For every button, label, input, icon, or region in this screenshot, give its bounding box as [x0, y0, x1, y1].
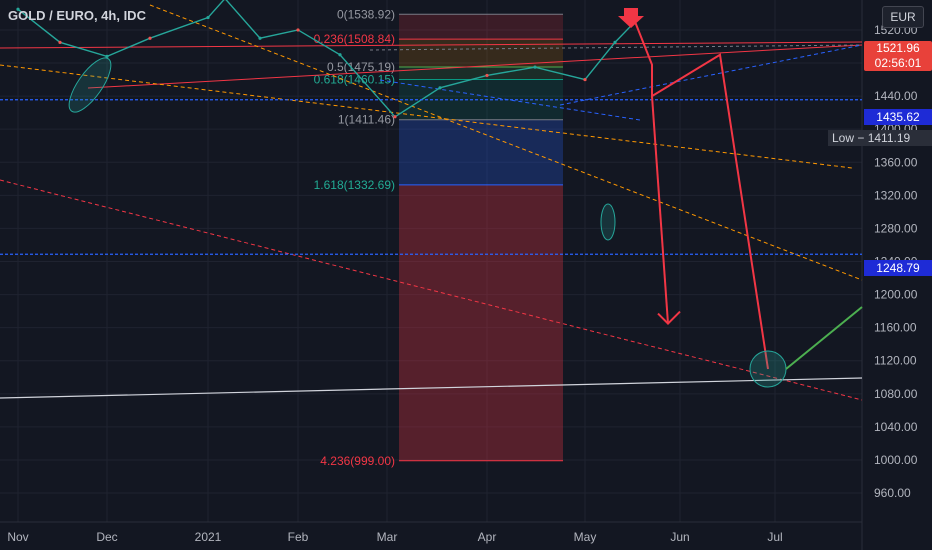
price-point	[438, 86, 442, 90]
price-point	[258, 36, 262, 40]
low-label: Low	[832, 131, 855, 145]
x-tick-label: Mar	[377, 530, 398, 544]
y-tick-label: 1160.00	[874, 321, 917, 335]
trend-lines	[0, 4, 863, 401]
price-point	[148, 36, 152, 40]
price-point	[338, 53, 342, 57]
projection	[68, 8, 863, 388]
trend-line	[87, 44, 863, 89]
trend-line	[379, 79, 641, 121]
fib-zone	[399, 67, 563, 80]
price-point	[485, 73, 489, 78]
grid	[0, 0, 863, 550]
x-tick-label: Nov	[7, 530, 28, 544]
last-price: 1521.96	[876, 41, 920, 55]
price-point	[105, 54, 109, 59]
trend-line	[0, 64, 853, 169]
price-point	[16, 7, 20, 11]
fib-zone	[399, 119, 563, 185]
price-point	[296, 28, 300, 32]
price-point	[613, 40, 617, 44]
low-value: 1411.19	[867, 131, 911, 145]
trend-line	[0, 179, 863, 401]
y-tick-label: 1360.00	[874, 155, 918, 169]
y-tick-label: 1280.00	[874, 221, 918, 235]
projection-arrowhead	[657, 310, 681, 325]
currency-button[interactable]: EUR	[882, 6, 924, 28]
x-axis: Nov Dec 2021 Feb Mar Apr May Jun Jul	[7, 530, 782, 544]
target-green-line	[785, 306, 863, 370]
fib-level-label: 0(1538.92)	[337, 7, 395, 21]
y-tick-label: 960.00	[874, 486, 911, 500]
price-point	[533, 65, 537, 69]
trend-line	[369, 44, 863, 51]
target-circle	[749, 350, 787, 388]
level-tag-lower: 1248.79	[864, 260, 932, 276]
symbol-title: GOLD / EURO, 4h, IDC	[8, 8, 146, 23]
y-tick-label: 1320.00	[874, 188, 918, 202]
horizontal-levels	[0, 99, 862, 255]
fib-level-label: 4.236(999.00)	[320, 454, 395, 468]
x-tick-label: 2021	[195, 530, 222, 544]
x-tick-label: May	[574, 530, 597, 544]
low-tag: Low − 1411.19	[828, 130, 932, 146]
down-arrow-marker	[618, 8, 644, 28]
price-line	[17, 0, 636, 118]
fib-level-label: 1(1411.46)	[338, 113, 395, 127]
x-tick-label: Jun	[670, 530, 689, 544]
bar-countdown: 02:56:01	[874, 56, 922, 70]
y-tick-label: 1040.00	[874, 420, 918, 434]
fib-zone	[399, 14, 563, 40]
price-point	[206, 15, 210, 20]
trend-line	[559, 44, 863, 106]
x-tick-label: Feb	[288, 530, 309, 544]
price-series	[16, 0, 637, 119]
price-point	[393, 115, 397, 119]
x-tick-label: Apr	[478, 530, 497, 544]
level-tag-upper: 1435.62	[864, 109, 932, 125]
y-tick-label: 1440.00	[874, 89, 918, 103]
last-price-tag: 1521.96 02:56:01	[864, 41, 932, 71]
fib-level-label: 0.236(1508.84)	[314, 32, 395, 46]
fib-level-label: 1.618(1332.69)	[314, 178, 395, 192]
y-tick-label: 1200.00	[874, 288, 918, 302]
projection-alt-path	[651, 96, 669, 324]
fib-zone	[399, 184, 563, 461]
trend-line	[149, 4, 863, 281]
x-tick-label: Dec	[96, 530, 117, 544]
highlight-ellipse	[600, 203, 616, 241]
y-tick-label: 1000.00	[874, 453, 918, 467]
fib-level-label: 0.5(1475.19)	[327, 60, 395, 74]
trend-line	[0, 41, 863, 49]
trend-line	[0, 377, 863, 399]
y-tick-label: 1120.00	[874, 354, 917, 368]
x-tick-label: Jul	[767, 530, 782, 544]
price-point	[583, 77, 587, 82]
y-tick-label: 1080.00	[874, 387, 918, 401]
fib-zones: 0(1538.92)0.236(1508.84)0.5(1475.19)0.61…	[314, 7, 563, 468]
highlight-ellipse	[68, 57, 112, 113]
price-point	[58, 40, 62, 44]
